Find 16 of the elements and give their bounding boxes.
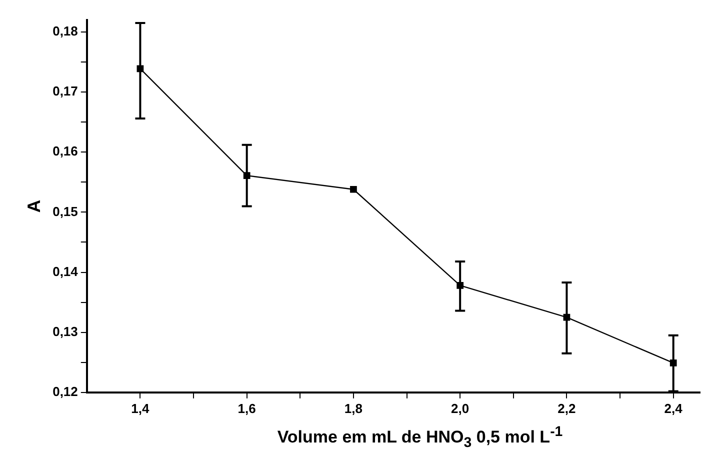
x-tick-label: 2,2 (558, 400, 576, 416)
y-tick-label: 0,16 (52, 144, 78, 159)
y-axis-title: A (24, 200, 44, 213)
x-tick-label: 2,4 (664, 400, 684, 416)
y-tick-label: 0,13 (52, 324, 78, 339)
y-tick-label: 0,17 (52, 84, 78, 99)
point (350, 186, 357, 193)
x-tick-label: 1,8 (344, 400, 363, 416)
x-tick-label: 1,4 (131, 400, 150, 416)
y-tick-label: 0,15 (52, 204, 78, 219)
y-tick-label: 0,14 (52, 264, 79, 279)
x-axis-title: Volume em mL de HNO$_{3}$ 0,5 mol L$^{-1}$ (276, 424, 564, 452)
y-tick-label: 0,18 (52, 24, 78, 39)
x-tick-label: 1,6 (238, 400, 256, 416)
x-tick-label: 2,0 (451, 400, 470, 416)
y-tick-label: 0,12 (52, 384, 78, 399)
